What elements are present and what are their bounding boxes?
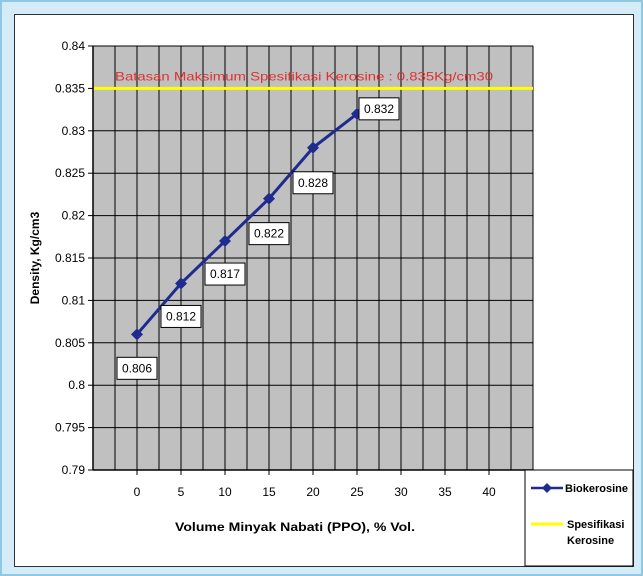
data-label-box [248, 222, 290, 246]
biokerosine-point [219, 235, 231, 248]
data-label: 0.832 [364, 102, 394, 116]
biokerosine-line [135, 112, 358, 336]
y-tick-label: 0.84 [62, 39, 86, 53]
data-label: 0.822 [254, 227, 284, 241]
biokerosine-point [175, 277, 187, 290]
y-tick-label: 0.795 [55, 421, 85, 435]
x-tick-label: 20 [306, 485, 320, 499]
legend-label-spesifikasi: Spesifikasi Kerosine [567, 519, 624, 547]
x-tick-label: 35 [438, 485, 452, 499]
legend-box [524, 469, 634, 567]
data-label: 0.817 [210, 267, 240, 281]
y-tick-label: 0.83 [62, 124, 86, 138]
x-tick-label: 10 [218, 485, 232, 499]
data-label: 0.812 [166, 309, 196, 323]
legend-label-biokerosine: Biokerosine [565, 483, 628, 495]
data-label: 0.828 [298, 176, 328, 190]
data-label-box [160, 304, 202, 328]
x-tick-label: 0 [134, 485, 141, 499]
x-tick-label: 25 [350, 485, 364, 499]
data-label-box [358, 97, 400, 121]
x-tick-label: 15 [262, 485, 276, 499]
biokerosine-point [307, 141, 319, 154]
data-label-box [292, 171, 334, 195]
data-label-box [116, 356, 158, 380]
y-tick-label: 0.825 [55, 166, 85, 180]
y-axis-title: Density, Kg/cm3 [28, 211, 42, 304]
density-line-chart: Batasan Maksimum Spesifikasi Kerosine : … [28, 39, 634, 567]
y-tick-label: 0.81 [62, 293, 86, 307]
y-tick-label: 0.82 [62, 209, 86, 223]
x-tick-label: 5 [178, 485, 185, 499]
x-tick-label: 30 [394, 485, 408, 499]
y-tick-label: 0.805 [55, 336, 85, 350]
legend-marker-biokerosine [542, 483, 552, 493]
y-tick-label: 0.835 [55, 81, 85, 95]
biokerosine-point [131, 328, 143, 341]
chart-panel: Batasan Maksimum Spesifikasi Kerosine : … [14, 14, 634, 567]
y-tick-label: 0.8 [68, 378, 85, 392]
x-axis-title: Volume Minyak Nabati (PPO), % Vol. [175, 520, 415, 534]
data-label: 0.806 [122, 361, 152, 375]
biokerosine-point [263, 192, 275, 205]
y-tick-label: 0.79 [62, 463, 86, 477]
x-tick-label: 40 [482, 485, 496, 499]
max-spec-annotation: Batasan Maksimum Spesifikasi Kerosine : … [115, 69, 493, 83]
data-label-box [204, 262, 246, 286]
y-tick-label: 0.815 [55, 251, 85, 265]
